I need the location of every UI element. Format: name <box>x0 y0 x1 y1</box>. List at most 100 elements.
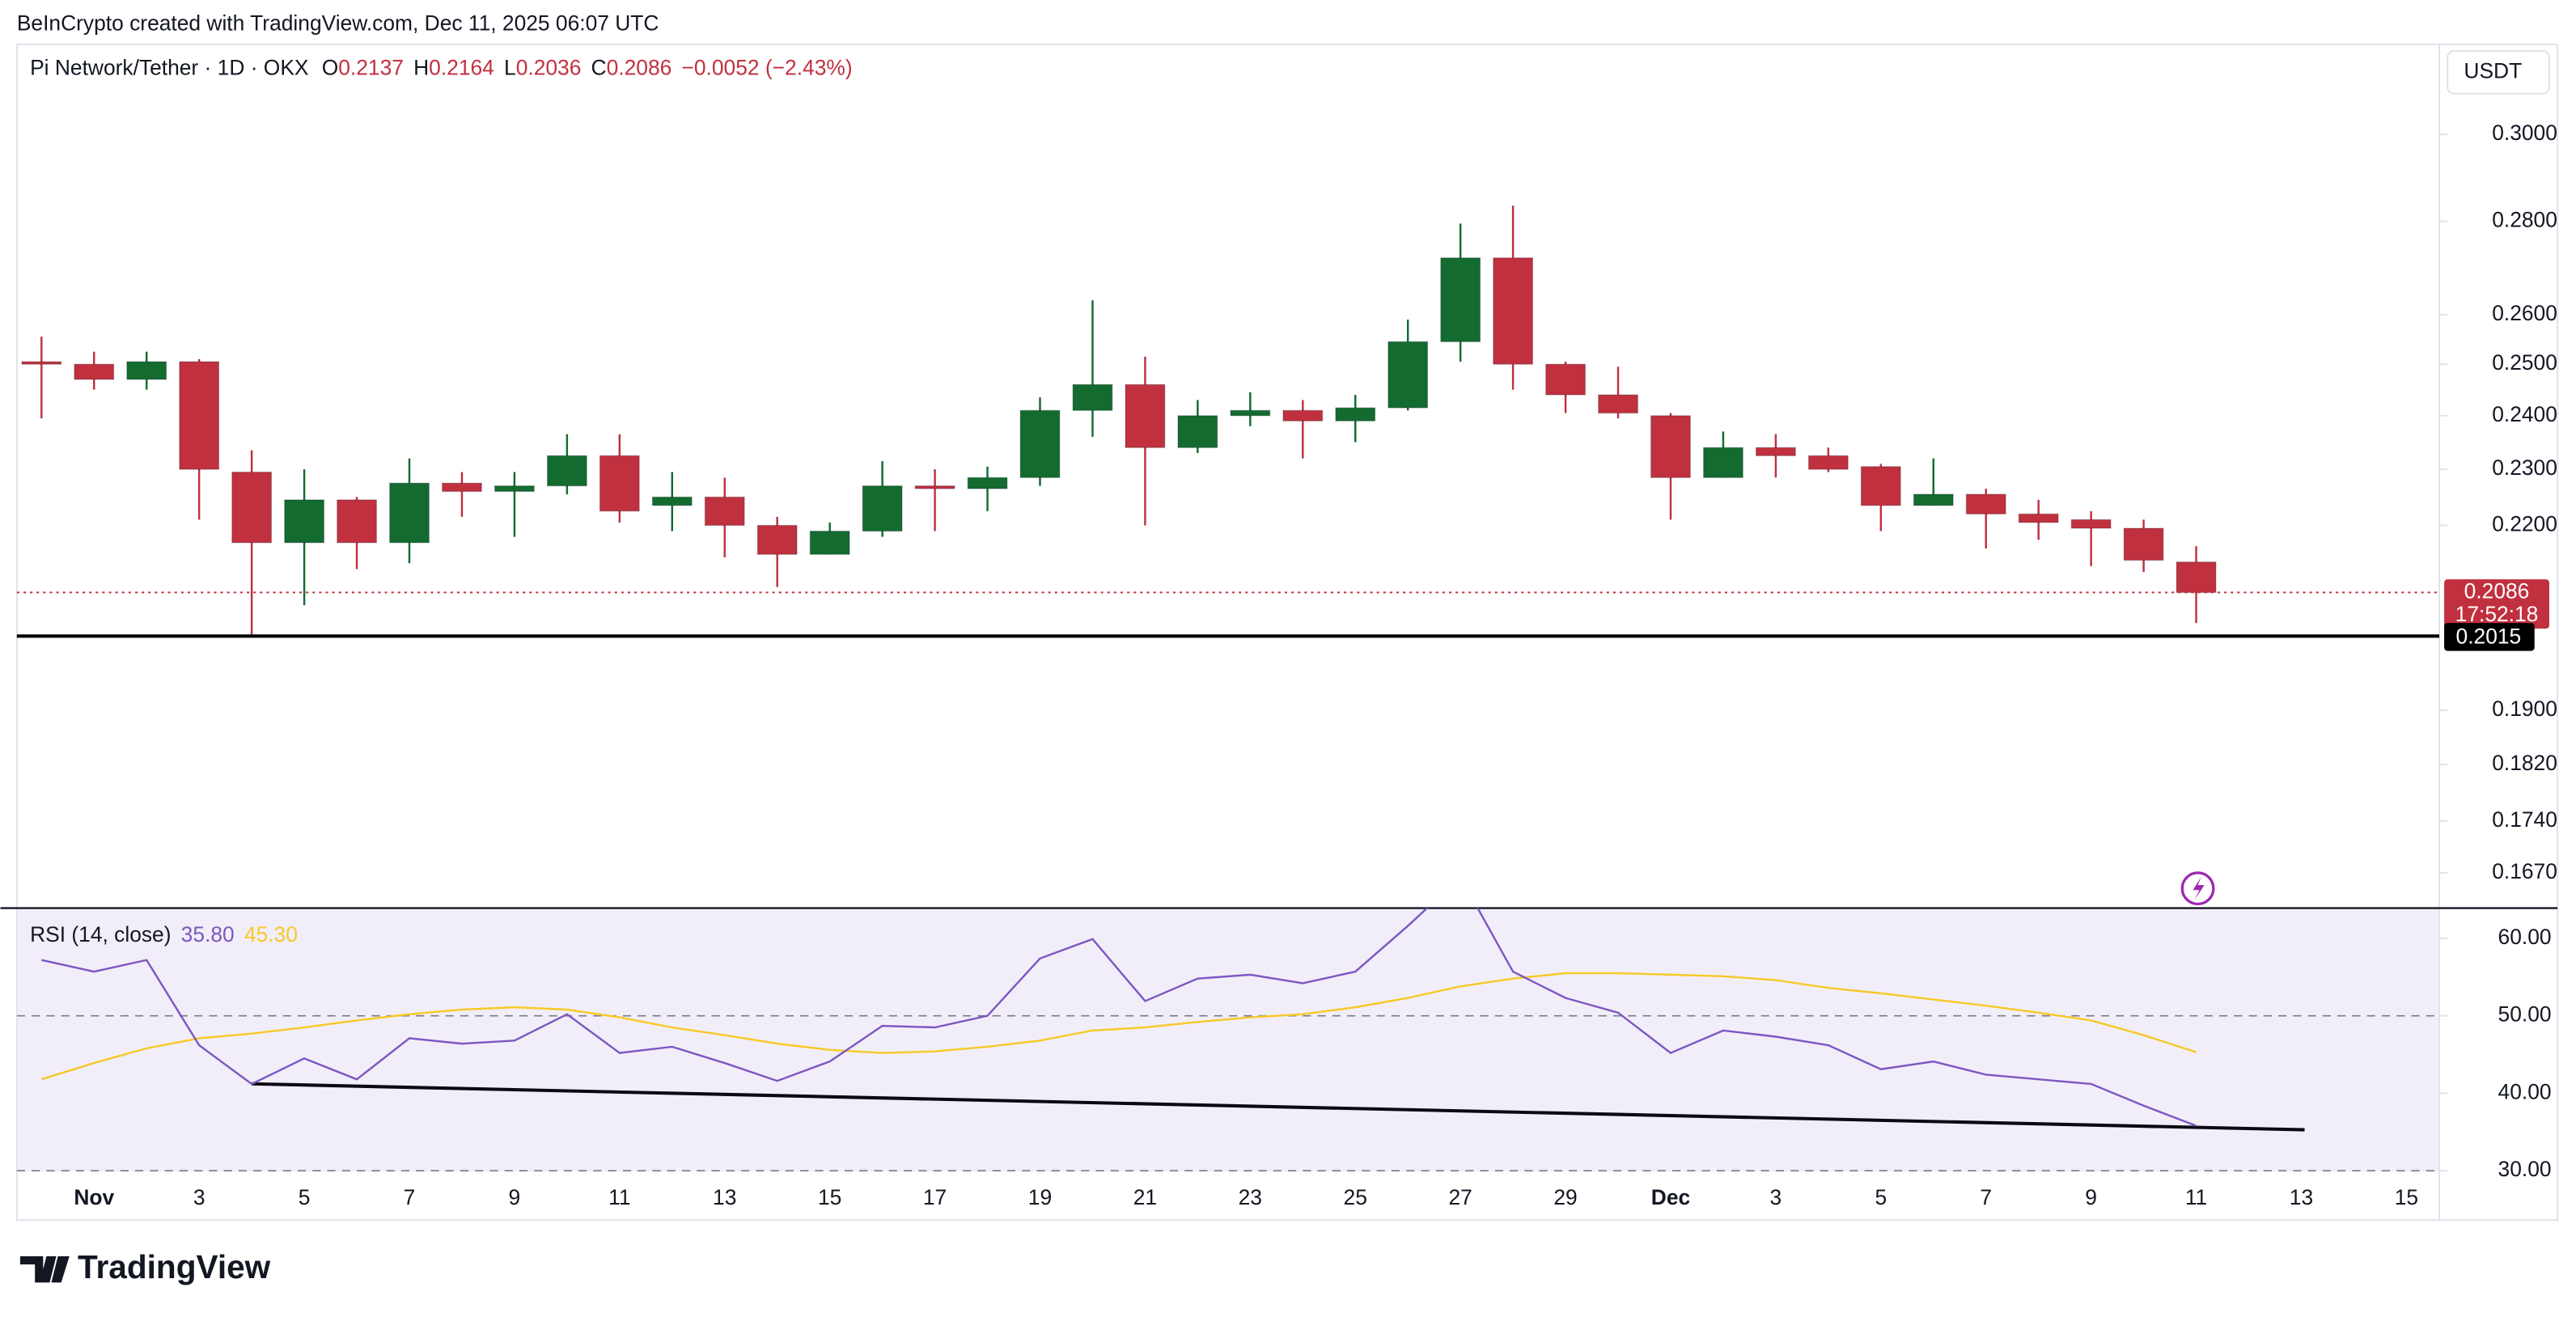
rsi-lines <box>40 908 2197 1127</box>
x-tick-label: 3 <box>193 1185 205 1209</box>
y-tick-label: 60.00 <box>2498 925 2552 949</box>
alert-bolt <box>2193 876 2205 900</box>
last-price-label: 0.2086 <box>2464 578 2530 603</box>
x-tick-label: 27 <box>1448 1185 1472 1209</box>
x-tick-label: Nov <box>74 1185 114 1209</box>
candle-body <box>1019 409 1061 478</box>
x-tick-label: 11 <box>2185 1185 2207 1209</box>
ohlc-key: L <box>504 55 516 79</box>
candle-body <box>231 471 273 544</box>
candle-body <box>1440 257 1481 343</box>
candle-body <box>914 485 955 489</box>
y-tick-label: 0.1820 <box>2492 751 2557 775</box>
rsi-background <box>17 908 2438 1172</box>
candle-body <box>1388 341 1429 409</box>
y-tick-label: 0.1740 <box>2492 807 2557 832</box>
candle-body <box>1755 447 1796 456</box>
logo-mark <box>19 1256 70 1283</box>
ohlc-value: 0.2164 <box>429 55 494 79</box>
rsi-line <box>40 972 2197 1081</box>
x-tick-label: 23 <box>1239 1185 1262 1209</box>
rsi-legend: RSI (14, close) 35.80 45.30 <box>30 922 298 946</box>
candle-body <box>1860 466 1901 506</box>
x-tick-label: 19 <box>1028 1185 1052 1209</box>
rsi-trendline <box>252 1082 2305 1132</box>
x-tick-label: 17 <box>923 1185 947 1209</box>
candle-body <box>2070 519 2112 529</box>
x-tick-label: 29 <box>1553 1185 1577 1209</box>
candle-body <box>651 496 693 506</box>
x-tick-label: 5 <box>1875 1185 1887 1209</box>
x-tick-label: 7 <box>404 1185 416 1209</box>
candle-body <box>1335 407 1376 421</box>
candle-body <box>21 361 62 365</box>
y-tick-label: 0.2800 <box>2492 208 2557 232</box>
y-tick-label: 0.2200 <box>2492 511 2557 536</box>
y-tick-label: 0.3000 <box>2492 121 2557 145</box>
x-tick-label: 21 <box>1133 1185 1157 1209</box>
candle-body <box>756 524 798 555</box>
x-tick-label: 9 <box>2085 1185 2097 1209</box>
candle-body <box>1650 415 1691 478</box>
ohlc-key: O <box>322 55 339 79</box>
candle-body <box>74 363 115 380</box>
rsi-title: RSI (14, close) <box>30 922 171 946</box>
support-box <box>2444 623 2535 651</box>
x-tick-label: 25 <box>1344 1185 1367 1209</box>
candle-body <box>704 496 745 527</box>
x-tick-label: 15 <box>2395 1185 2418 1209</box>
y-tick-label: 40.00 <box>2498 1079 2552 1103</box>
candle-body <box>2018 513 2059 523</box>
candle-body <box>967 476 1008 489</box>
ohlc-key: C <box>591 55 607 79</box>
candle-body <box>1230 409 1271 417</box>
frame <box>15 43 2559 1222</box>
candle-body <box>599 455 640 512</box>
x-tick-label: 11 <box>608 1185 630 1209</box>
candle-body <box>441 482 482 493</box>
currency-label: USDT <box>2464 58 2522 83</box>
candle-body <box>284 499 325 544</box>
x-tick-label: 15 <box>818 1185 841 1209</box>
y-tick-label: 0.2300 <box>2492 455 2557 480</box>
currency-button[interactable] <box>2447 49 2550 95</box>
x-tick-label: 3 <box>1770 1185 1782 1209</box>
support-label: 0.2015 <box>2456 624 2522 648</box>
candle-body <box>809 530 850 555</box>
x-tick-label: Dec <box>1651 1185 1690 1209</box>
ohlc-value: 0.2036 <box>516 55 582 79</box>
candle-body <box>1493 257 1534 365</box>
x-tick-label: 13 <box>713 1185 736 1209</box>
x-tick-label: 5 <box>299 1185 311 1209</box>
rsi-legend-value: 45.30 <box>244 922 298 946</box>
candle-body <box>126 361 167 380</box>
candle-body <box>1913 493 1954 506</box>
candle-body <box>337 499 378 544</box>
candle-body <box>389 482 430 544</box>
candle-body <box>862 485 903 532</box>
candle-body <box>2123 527 2164 561</box>
y-tick-label: 30.00 <box>2498 1157 2552 1181</box>
logo-text: TradingView <box>78 1248 271 1285</box>
candle-body <box>1282 409 1324 421</box>
change-value: −0.0052 (−2.43%) <box>681 55 852 79</box>
candle-body <box>179 361 220 470</box>
ohlc-key: H <box>413 55 429 79</box>
y-tick-label: 0.2500 <box>2492 350 2557 375</box>
ohlc-value: 0.2137 <box>338 55 404 79</box>
x-tick-label: 9 <box>509 1185 521 1209</box>
last-price-box <box>2444 579 2549 629</box>
x-tick-label: 13 <box>2290 1185 2313 1209</box>
ohlc-value: 0.2086 <box>607 55 672 79</box>
credit: BeInCrypto created with TradingView.com,… <box>17 11 659 35</box>
candle-body <box>1702 447 1743 478</box>
rsi-line <box>41 908 2197 1127</box>
candle-body <box>1072 383 1113 411</box>
candle-body <box>494 485 535 493</box>
y-tick-label: 0.1900 <box>2492 697 2557 721</box>
candle-body <box>1598 394 1638 414</box>
candle-body <box>1965 493 2006 515</box>
y-tick-label: 50.00 <box>2498 1002 2552 1027</box>
